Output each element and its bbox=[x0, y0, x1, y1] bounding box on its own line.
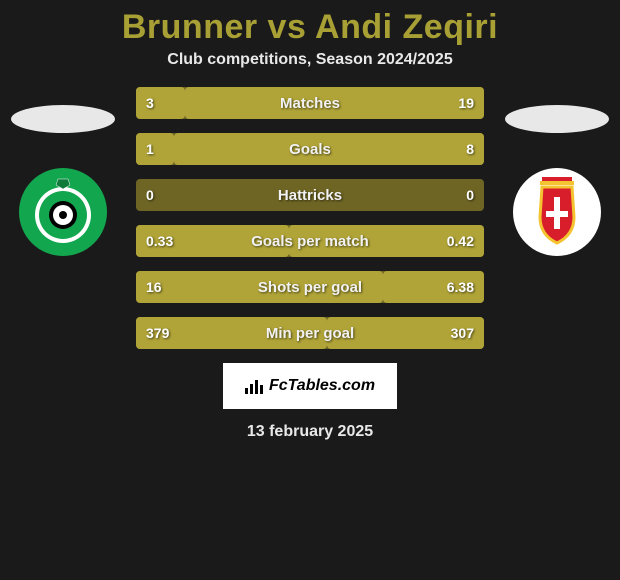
stat-value-right: 19 bbox=[458, 95, 474, 111]
stat-row: Hattricks0 0 bbox=[136, 179, 484, 211]
left-side bbox=[8, 87, 118, 257]
page-title: Brunner vs Andi Zeqiri bbox=[0, 0, 620, 51]
bars-icon bbox=[245, 378, 263, 394]
stat-label: Shots per goal bbox=[136, 279, 484, 296]
stat-label: Goals bbox=[136, 141, 484, 158]
stat-row: Goals1 8 bbox=[136, 133, 484, 165]
stats-list: Matches3 19 Goals1 8 Hattricks0 0 Goals per ma… bbox=[136, 87, 484, 349]
right-side bbox=[502, 87, 612, 257]
stat-label: Min per goal bbox=[136, 325, 484, 342]
stat-value-left: 16 bbox=[146, 279, 162, 295]
stat-label: Hattricks bbox=[136, 187, 484, 204]
stat-value-right: 6.38 bbox=[447, 279, 474, 295]
stat-row: Shots per goal16 6.38 bbox=[136, 271, 484, 303]
player-left-silhouette bbox=[11, 105, 115, 133]
stat-value-right: 0.42 bbox=[447, 233, 474, 249]
stat-label: Goals per match bbox=[136, 233, 484, 250]
date-text: 13 february 2025 bbox=[0, 423, 620, 441]
logo-text: FcTables.com bbox=[269, 377, 375, 395]
comparison-panel: Matches3 19 Goals1 8 Hattricks0 0 Goals per ma… bbox=[0, 87, 620, 349]
stat-row: Min per goal379 307 bbox=[136, 317, 484, 349]
stat-value-left: 0.33 bbox=[146, 233, 173, 249]
stat-value-right: 307 bbox=[451, 325, 474, 341]
player-right-silhouette bbox=[505, 105, 609, 133]
subtitle: Club competitions, Season 2024/2025 bbox=[0, 51, 620, 87]
stat-row: Matches3 19 bbox=[136, 87, 484, 119]
stat-value-left: 0 bbox=[146, 187, 154, 203]
stat-value-right: 8 bbox=[466, 141, 474, 157]
stat-value-left: 1 bbox=[146, 141, 154, 157]
stat-value-left: 3 bbox=[146, 95, 154, 111]
stat-value-left: 379 bbox=[146, 325, 169, 341]
standard-liege-icon bbox=[512, 167, 602, 257]
club-right-badge bbox=[512, 167, 602, 257]
cercle-brugge-icon bbox=[18, 167, 108, 257]
attribution: FcTables.com bbox=[0, 363, 620, 409]
club-left-badge bbox=[18, 167, 108, 257]
stat-row: Goals per match0.33 0.42 bbox=[136, 225, 484, 257]
fctables-logo: FcTables.com bbox=[223, 363, 397, 409]
stat-label: Matches bbox=[136, 95, 484, 112]
stat-value-right: 0 bbox=[466, 187, 474, 203]
